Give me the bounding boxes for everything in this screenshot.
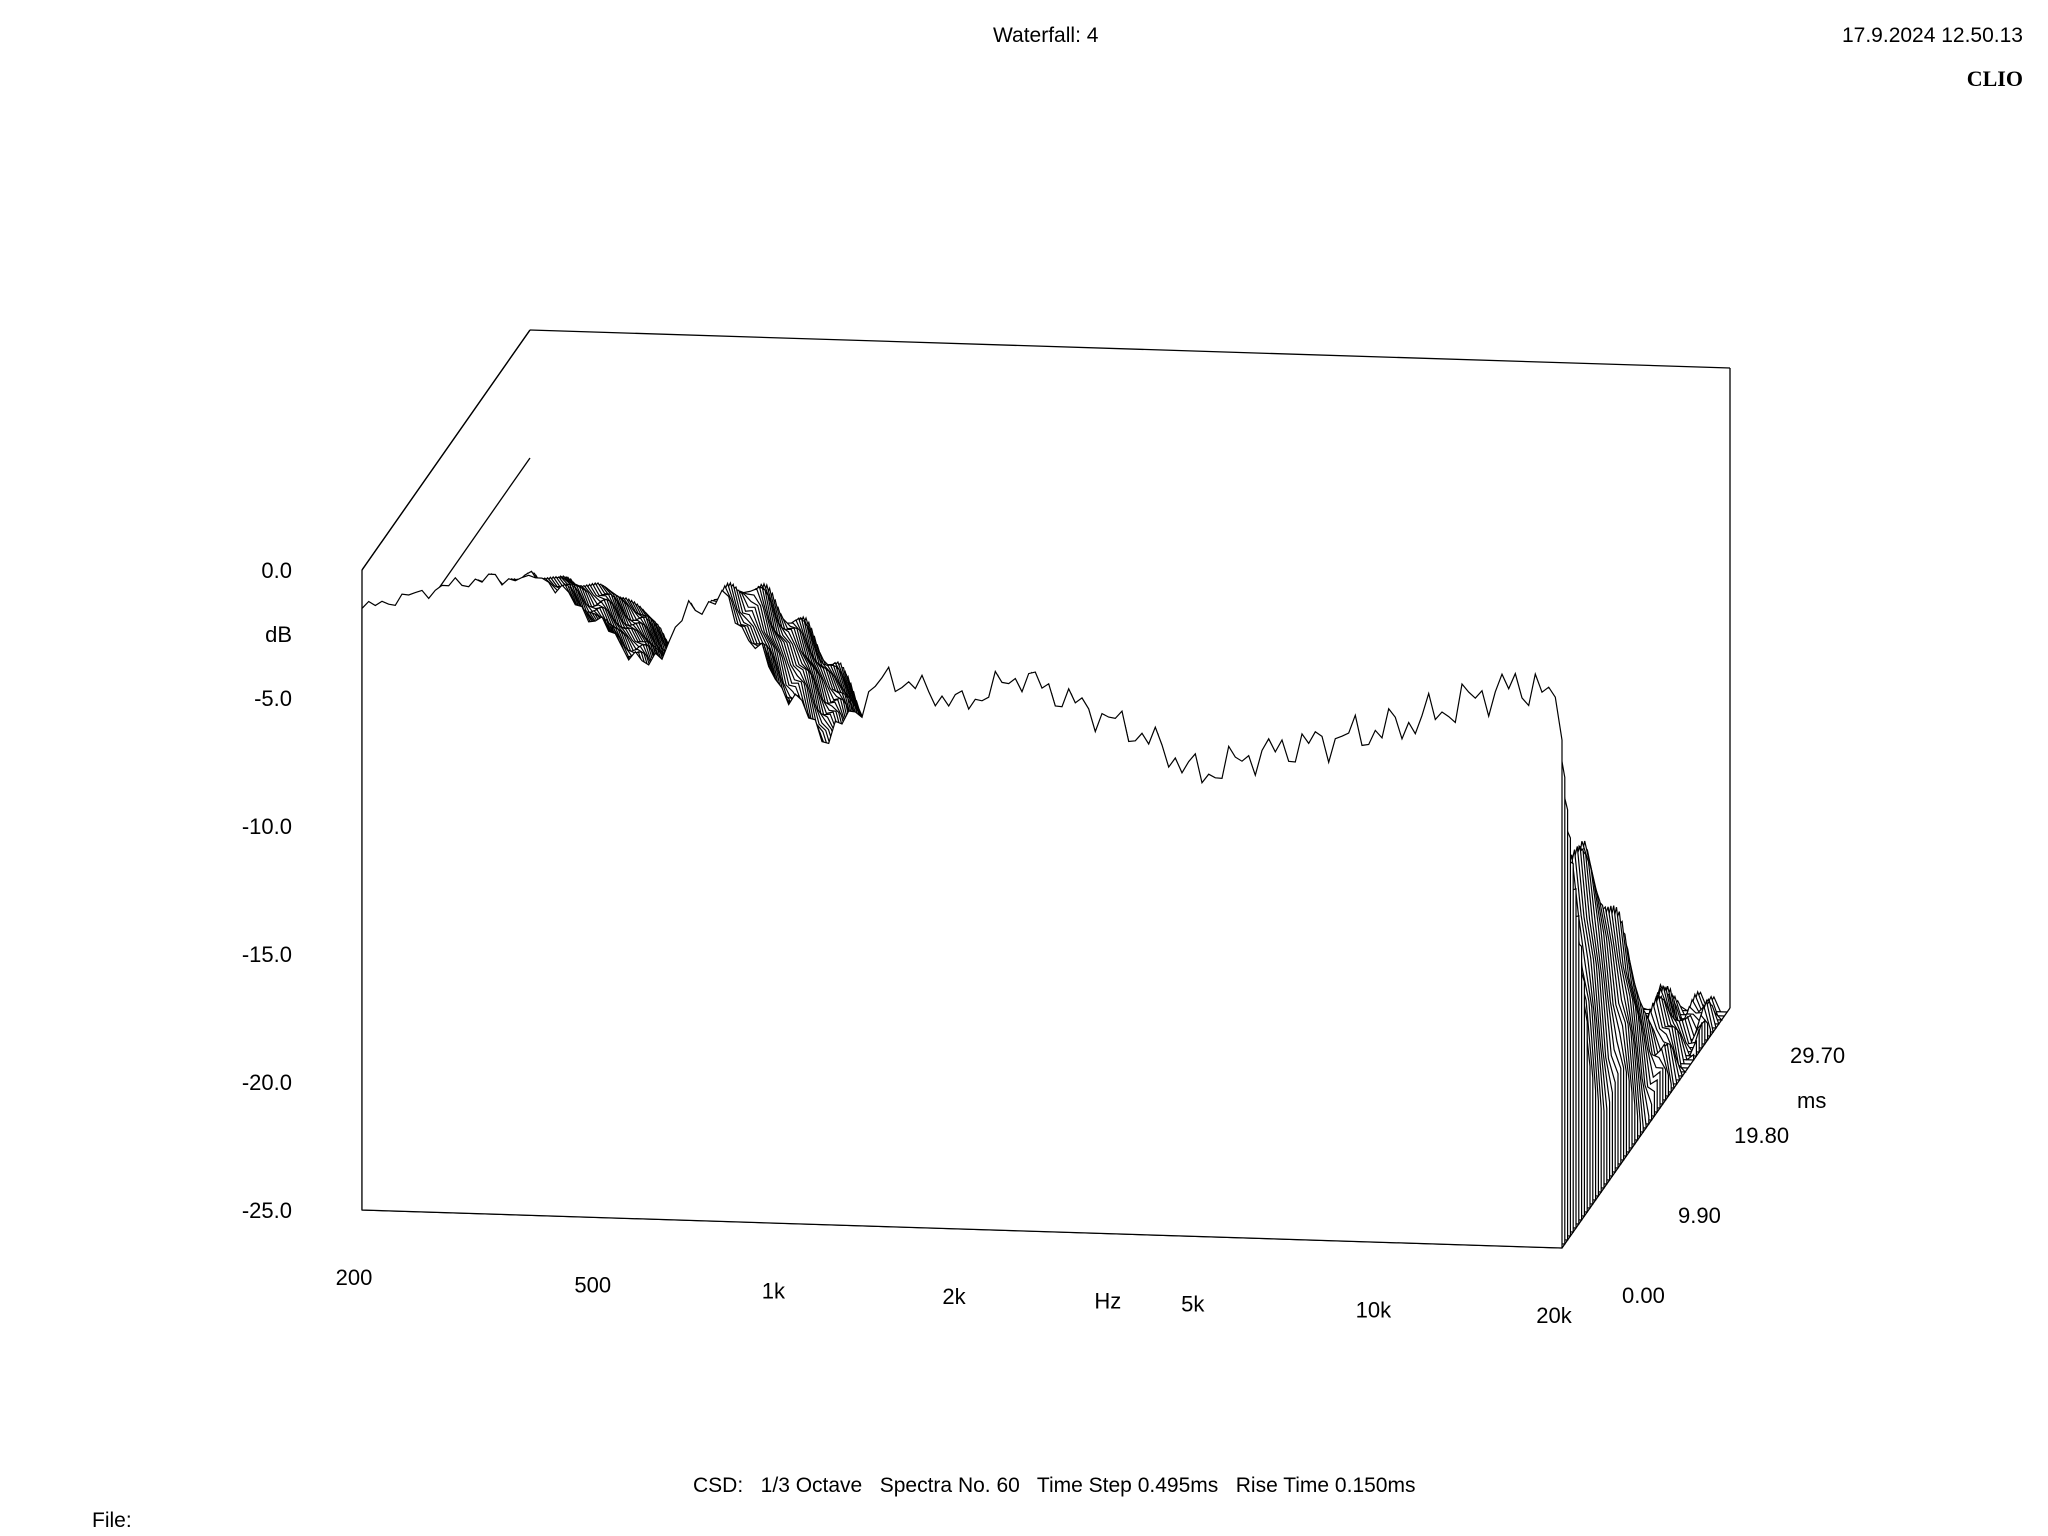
z-tick-label-3: 29.70	[1790, 1043, 1845, 1068]
x-tick-label-2: 1k	[762, 1278, 786, 1303]
x-tick-label-6: 20k	[1536, 1303, 1572, 1328]
timestamp: 17.9.2024 12.50.13	[1841, 24, 2023, 47]
y-axis-title: dB	[265, 622, 292, 647]
x-axis-title: Hz	[1094, 1289, 1121, 1314]
x-tick-label-1: 500	[574, 1273, 611, 1298]
z-axis-title: ms	[1797, 1088, 1826, 1113]
chart-title: Waterfall: 4	[993, 24, 1099, 47]
back-top-edge	[529, 329, 1731, 369]
csd-settings: CSD: 1/3 Octave Spectra No. 60 Time Step…	[693, 1474, 1416, 1497]
z-tick-label-0: 0.00	[1622, 1283, 1665, 1308]
x-tick-label-5: 10k	[1356, 1297, 1392, 1322]
brand-logo: CLIO	[1966, 66, 2023, 91]
y-tick-label-3: -15.0	[242, 942, 292, 967]
waterfall-curves	[361, 570, 1728, 1249]
y-tick-label-0: 0.0	[261, 558, 292, 583]
axis-labels: 0.0 -5.0 -10.0 -15.0 -20.0 -25.0 dB 200 500 1k 2k 5…	[242, 558, 1845, 1328]
x-tick-label-0: 200	[336, 1265, 373, 1290]
y-tick-label-5: -25.0	[242, 1198, 292, 1223]
z-tick-label-1: 9.90	[1678, 1203, 1721, 1228]
x-tick-label-4: 5k	[1181, 1292, 1205, 1317]
file-label: File:	[92, 1509, 132, 1532]
spectrum-slice-0	[361, 573, 1563, 1249]
z-tick-label-2: 19.80	[1734, 1123, 1789, 1148]
y-tick-label-2: -10.0	[242, 814, 292, 839]
y-tick-label-4: -20.0	[242, 1070, 292, 1095]
y-tick-label-1: -5.0	[254, 686, 292, 711]
y-gridline-0	[361, 329, 531, 571]
x-tick-label-3: 2k	[942, 1284, 966, 1309]
